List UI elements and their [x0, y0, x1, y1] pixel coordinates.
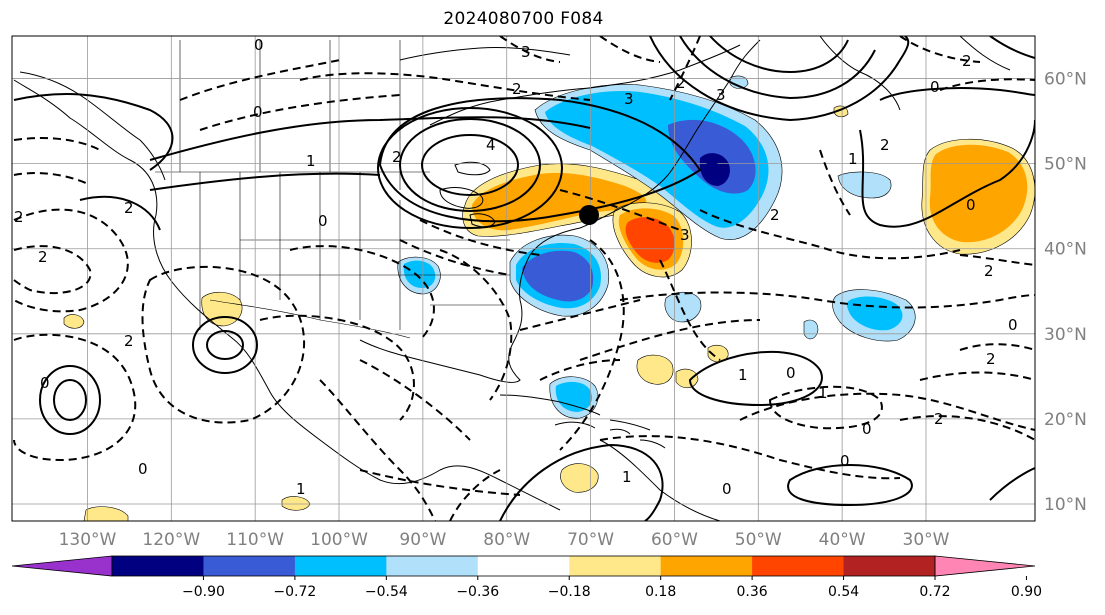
colorbar-tick-label: −0.36: [456, 584, 499, 600]
svg-text:0: 0: [862, 420, 872, 438]
longitude-tick-label: 120°W: [142, 530, 200, 550]
latitude-tick-label: 20°N: [1044, 410, 1087, 430]
colorbar-frame: [111, 555, 936, 577]
colorbar-segment: [386, 556, 479, 576]
svg-text:2: 2: [38, 248, 48, 266]
dashed-contours: [13, 36, 1035, 521]
colorbar-segment: [752, 556, 845, 576]
colorbar-segment: [843, 556, 936, 576]
svg-text:4: 4: [486, 136, 496, 154]
svg-text:1: 1: [622, 468, 632, 486]
longitude-tick-label: 100°W: [310, 530, 368, 550]
longitude-tick-label: 110°W: [226, 530, 284, 550]
contours: [13, 36, 1035, 521]
longitude-tick-label: 90°W: [399, 530, 446, 550]
colorbar-segment: [569, 556, 662, 576]
colorbar-tick-label: −0.90: [182, 584, 225, 600]
coastlines: [13, 36, 1011, 521]
longitude-tick-label: 70°W: [567, 530, 614, 550]
longitude-tick-label: 30°W: [903, 530, 950, 550]
svg-text:3: 3: [521, 43, 531, 61]
longitude-labels: 130°W 120°W 110°W 100°W 90°W 80°W 70°W 60°W 50°W…: [59, 530, 950, 550]
svg-text:0: 0: [40, 374, 50, 392]
map-panel: 0 3 4 1 0 0 2 2 2 2 2 0 0 3 0 2 1 2 0 2 …: [12, 36, 1035, 521]
colorbar-tick-label: −0.18: [548, 584, 591, 600]
svg-text:3: 3: [716, 86, 726, 104]
colorbar-segment: [203, 556, 296, 576]
svg-text:0: 0: [840, 452, 850, 470]
contour-labels: 0 3 4 1 0 0 2 2 2 2 2 0 0 3 0 2 1 2 0 2 …: [14, 36, 1018, 498]
svg-text:2: 2: [676, 74, 686, 92]
map-title: 2024080700 F084: [443, 9, 604, 29]
svg-text:0: 0: [786, 364, 796, 382]
svg-text:3: 3: [680, 226, 690, 244]
latitude-labels: 60°N 50°N 40°N 30°N 20°N 10°N: [1044, 70, 1087, 515]
svg-text:3: 3: [624, 90, 634, 108]
colorbar-tick-label: 0.36: [737, 584, 768, 600]
latitude-tick-label: 10°N: [1044, 495, 1087, 515]
colorbar-segment: [660, 556, 753, 576]
svg-text:0: 0: [930, 78, 940, 96]
svg-text:2: 2: [880, 136, 890, 154]
svg-text:2: 2: [392, 148, 402, 166]
colorbar-segment: [477, 556, 570, 576]
longitude-tick-label: 50°W: [735, 530, 782, 550]
svg-text:2: 2: [770, 206, 780, 224]
colorbar-extend-min: [11, 555, 113, 577]
latitude-tick-label: 40°N: [1044, 240, 1087, 260]
longitude-tick-label: 80°W: [483, 530, 530, 550]
latitude-tick-label: 60°N: [1044, 70, 1087, 90]
svg-text:2: 2: [512, 80, 522, 98]
longitude-tick-label: 60°W: [651, 530, 698, 550]
svg-text:1: 1: [848, 150, 858, 168]
longitude-tick-label: 40°W: [819, 530, 866, 550]
colorbar-tick-label: −0.72: [273, 584, 316, 600]
svg-text:1: 1: [738, 366, 748, 384]
svg-text:2: 2: [984, 262, 994, 280]
political-borders: [155, 40, 510, 339]
svg-text:0: 0: [138, 460, 148, 478]
svg-text:1: 1: [296, 480, 306, 498]
longitude-tick-label: 130°W: [59, 530, 117, 550]
svg-text:1: 1: [818, 384, 828, 402]
latitude-tick-label: 50°N: [1044, 155, 1087, 175]
svg-text:2: 2: [962, 52, 972, 70]
shaded-anomalies: [63, 75, 1035, 521]
svg-text:0: 0: [966, 196, 976, 214]
colorbar-extend-max: [934, 555, 1036, 577]
svg-text:1: 1: [306, 152, 316, 170]
svg-text:2: 2: [934, 410, 944, 428]
location-marker-new-england: [579, 205, 599, 225]
colorbar-tick-label: 0.90: [1011, 584, 1042, 600]
svg-text:0: 0: [722, 480, 732, 498]
colorbar-tick-label: 0.72: [919, 584, 950, 600]
svg-text:2: 2: [986, 350, 996, 368]
colorbar-tick-label: −0.54: [365, 584, 408, 600]
colorbar: −0.90 −0.72 −0.54 −0.36 −0.18 0.18 0.36 0.54 0.7…: [11, 555, 1042, 600]
colorbar-tick-label: 0.18: [645, 584, 676, 600]
svg-text:0: 0: [253, 103, 263, 121]
svg-text:2: 2: [124, 199, 134, 217]
colorbar-segment: [112, 556, 204, 576]
svg-text:0: 0: [318, 212, 328, 230]
latitude-tick-label: 30°N: [1044, 325, 1087, 345]
svg-text:2: 2: [124, 332, 134, 350]
colorbar-tick-label: 0.54: [828, 584, 859, 600]
colorbar-segment: [294, 556, 387, 576]
svg-text:0: 0: [254, 36, 264, 54]
svg-text:0: 0: [1008, 316, 1018, 334]
svg-text:2: 2: [14, 208, 24, 226]
location-marker-newfoundland: [702, 162, 722, 182]
map-frame: [11, 35, 1036, 522]
